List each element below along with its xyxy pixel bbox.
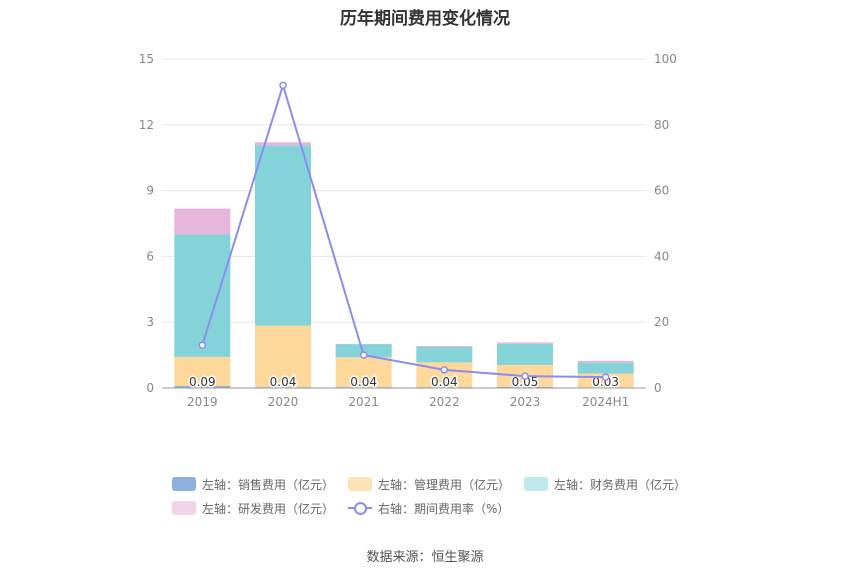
legend-item-admin[interactable]: 左轴：管理费用（亿元） <box>348 476 510 493</box>
bar-segment <box>174 234 231 357</box>
legend-item-rate[interactable]: 右轴：期间费用率（%） <box>348 500 509 517</box>
x-axis-tick-label: 2023 <box>510 395 541 409</box>
data-label: 0.04 <box>431 375 458 389</box>
x-axis-tick-label: 2019 <box>187 395 218 409</box>
bar-segment <box>174 386 231 388</box>
legend-line-marker-icon <box>348 501 373 515</box>
right-axis-tick-label: 80 <box>654 118 669 132</box>
rate-point <box>359 351 368 359</box>
left-axis-tick-label: 3 <box>146 315 154 329</box>
legend-label-rate: 右轴：期间费用率（%） <box>378 501 510 516</box>
bar-segment <box>255 325 311 388</box>
rate-point <box>198 341 207 349</box>
rate-point <box>440 366 449 374</box>
legend-item-rnd[interactable]: 左轴：研发费用（亿元） <box>172 500 334 517</box>
bar-segment <box>497 343 553 365</box>
legend-item-finance[interactable]: 左轴：财务费用（亿元） <box>524 476 686 493</box>
x-axis-tick-label: 2022 <box>429 395 460 409</box>
left-axis-tick-label: 0 <box>146 381 154 395</box>
right-axis-tick-label: 0 <box>654 381 662 395</box>
legend-label-rnd: 左轴：研发费用（亿元） <box>202 501 335 516</box>
data-label: 0.05 <box>512 375 539 389</box>
x-axis-tick-label: 2024H1 <box>582 395 629 409</box>
bar-segment <box>416 346 473 363</box>
legend-row-2: 左轴：研发费用（亿元） 右轴：期间费用率（%） <box>172 496 732 520</box>
right-axis-tick-label: 100 <box>654 52 677 66</box>
right-axis-tick-label: 60 <box>654 184 669 198</box>
left-axis-tick-label: 6 <box>146 249 154 263</box>
data-label: 0.04 <box>270 375 297 389</box>
right-axis-tick-label: 20 <box>654 315 669 329</box>
bar-segment <box>416 345 473 347</box>
legend: 左轴：销售费用（亿元） 左轴：管理费用（亿元） 左轴：财务费用（亿元） 左轴：研… <box>172 472 732 520</box>
chart-title: 历年期间费用变化情况 <box>340 9 510 29</box>
bar-segment <box>577 362 634 374</box>
bar-segment <box>174 208 231 235</box>
data-source: 数据来源：恒生聚源 <box>366 550 484 565</box>
right-axis-tick-label: 40 <box>654 249 669 263</box>
legend-swatch-finance <box>524 477 549 491</box>
bar-segment <box>174 356 231 387</box>
bar-segment <box>255 145 311 326</box>
bar-segment <box>255 142 311 146</box>
x-axis-tick-label: 2020 <box>268 395 299 409</box>
rate-point <box>279 81 287 90</box>
left-axis-tick-label: 9 <box>146 184 154 198</box>
legend-label-finance: 左轴：财务费用（亿元） <box>554 477 687 492</box>
legend-label-sales: 左轴：销售费用（亿元） <box>202 477 335 492</box>
data-label: 0.04 <box>350 375 377 389</box>
x-axis-tick-label: 2021 <box>348 395 379 409</box>
legend-item-sales[interactable]: 左轴：销售费用（亿元） <box>172 476 334 493</box>
rate-point <box>601 373 610 381</box>
bar-segment <box>497 342 553 344</box>
legend-label-admin: 左轴：管理费用（亿元） <box>378 477 511 492</box>
left-axis-tick-label: 15 <box>139 52 154 66</box>
rate-point <box>521 372 529 380</box>
legend-swatch-admin <box>348 477 373 491</box>
chart-plot: 0 3 6 9 12 15 0 20 40 60 80 100 2019 2020 2021 2022 2023… <box>139 52 677 409</box>
legend-swatch-sales <box>172 477 196 491</box>
bar-segment <box>497 386 553 388</box>
left-axis-tick-label: 12 <box>139 118 154 132</box>
data-label: 0.09 <box>189 375 216 389</box>
bar-segment <box>577 360 634 363</box>
bar-segment <box>335 357 392 388</box>
legend-swatch-rnd <box>172 501 196 515</box>
legend-row-1: 左轴：销售费用（亿元） 左轴：管理费用（亿元） 左轴：财务费用（亿元） <box>172 472 732 496</box>
rate-line <box>201 81 606 379</box>
bar-segment <box>335 344 392 358</box>
